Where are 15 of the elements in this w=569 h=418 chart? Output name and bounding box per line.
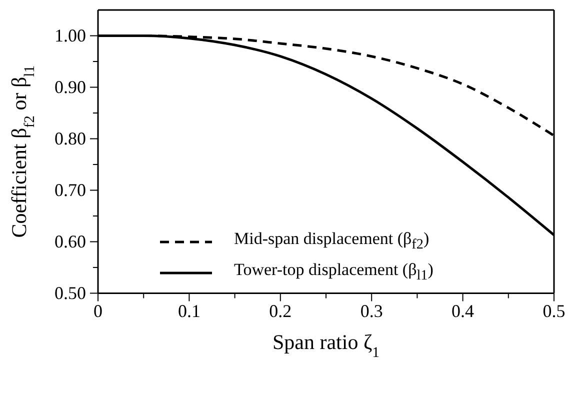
x-axis-title: Span ratio ζ$_{1}$ xyxy=(272,330,380,362)
y-tick-label: 0.70 xyxy=(54,180,86,200)
y-tick-label: 1.00 xyxy=(54,26,86,46)
x-tick-label: 0.2 xyxy=(269,301,292,322)
legend-label: Tower-top displacement (β$_{l1}$) xyxy=(234,259,434,286)
x-tick-label: 0 xyxy=(94,301,102,322)
y-tick-label: 0.90 xyxy=(54,77,86,98)
y-tick-label: 0.50 xyxy=(54,283,86,304)
x-tick-label: 0.4 xyxy=(452,301,474,322)
y-tick-label: 0.60 xyxy=(54,232,86,252)
legend-label: Mid-span displacement (β$_{f2}$) xyxy=(234,228,430,254)
x-tick-label: 0.3 xyxy=(360,301,383,322)
x-tick-label: 0.1 xyxy=(178,301,200,322)
x-tick-label: 0.5 xyxy=(542,301,566,322)
y-tick-label: 0.80 xyxy=(54,128,86,149)
